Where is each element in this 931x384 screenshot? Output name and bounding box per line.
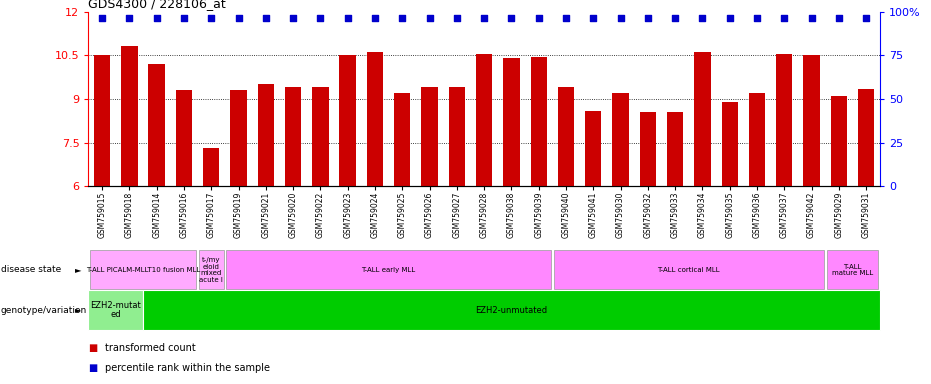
Bar <box>203 148 220 186</box>
Bar <box>88 290 143 330</box>
Text: percentile rank within the sample: percentile rank within the sample <box>105 362 270 373</box>
Point <box>722 15 737 21</box>
Point <box>804 15 819 21</box>
Point <box>422 15 437 21</box>
Point <box>695 15 709 21</box>
Point <box>149 15 164 21</box>
Point <box>504 15 519 21</box>
Bar <box>827 250 879 289</box>
Text: EZH2-mutat
ed: EZH2-mutat ed <box>90 301 142 319</box>
Bar <box>531 57 546 186</box>
Point <box>204 15 219 21</box>
Point <box>259 15 274 21</box>
Bar <box>554 250 824 289</box>
Bar <box>449 87 465 186</box>
Point <box>395 15 410 21</box>
Text: T-ALL early MLL: T-ALL early MLL <box>361 267 416 273</box>
Bar <box>367 52 384 186</box>
Point <box>368 15 383 21</box>
Bar <box>640 112 656 186</box>
Bar <box>176 90 192 186</box>
Point <box>749 15 764 21</box>
Text: GDS4300 / 228106_at: GDS4300 / 228106_at <box>88 0 226 10</box>
Bar <box>94 55 110 186</box>
Bar <box>199 250 223 289</box>
Bar <box>340 55 356 186</box>
Point <box>477 15 492 21</box>
Point <box>450 15 465 21</box>
Bar <box>749 93 765 186</box>
Point <box>177 15 192 21</box>
Bar <box>722 102 738 186</box>
Text: t-/my
eloid
mixed
acute l: t-/my eloid mixed acute l <box>199 257 223 283</box>
Bar <box>312 87 329 186</box>
Text: ►: ► <box>74 265 81 274</box>
Text: T-ALL cortical MLL: T-ALL cortical MLL <box>657 267 720 273</box>
Bar <box>285 87 302 186</box>
Point <box>313 15 328 21</box>
Point <box>858 15 873 21</box>
Point <box>614 15 628 21</box>
Point <box>668 15 682 21</box>
Point <box>641 15 655 21</box>
Text: disease state: disease state <box>1 265 61 274</box>
Text: ■: ■ <box>88 343 98 353</box>
Bar <box>558 87 574 186</box>
Bar <box>695 52 710 186</box>
Bar <box>148 64 165 186</box>
Point <box>559 15 573 21</box>
Point <box>340 15 355 21</box>
Bar <box>476 54 492 186</box>
Point <box>586 15 600 21</box>
Point <box>122 15 137 21</box>
Point <box>231 15 246 21</box>
Text: T-ALL PICALM-MLLT10 fusion MLL: T-ALL PICALM-MLLT10 fusion MLL <box>86 267 200 273</box>
Text: T-ALL
mature MLL: T-ALL mature MLL <box>832 263 873 276</box>
Text: EZH2-unmutated: EZH2-unmutated <box>476 306 547 314</box>
Bar <box>89 250 196 289</box>
Bar <box>121 46 138 186</box>
Bar <box>585 111 601 186</box>
Point <box>95 15 110 21</box>
Text: transformed count: transformed count <box>105 343 196 353</box>
Text: genotype/variation: genotype/variation <box>1 306 88 314</box>
Bar <box>504 58 519 186</box>
Bar <box>613 93 628 186</box>
Bar <box>226 250 551 289</box>
Text: ■: ■ <box>88 362 98 373</box>
Bar <box>776 54 792 186</box>
Point <box>776 15 791 21</box>
Bar <box>230 90 247 186</box>
Point <box>532 15 546 21</box>
Point <box>286 15 301 21</box>
Bar <box>667 112 683 186</box>
Bar <box>394 93 411 186</box>
Bar <box>803 55 820 186</box>
Bar <box>858 89 874 186</box>
Bar <box>258 84 274 186</box>
Bar <box>830 96 847 186</box>
Text: ►: ► <box>74 306 81 314</box>
Bar <box>422 87 438 186</box>
Point <box>831 15 846 21</box>
